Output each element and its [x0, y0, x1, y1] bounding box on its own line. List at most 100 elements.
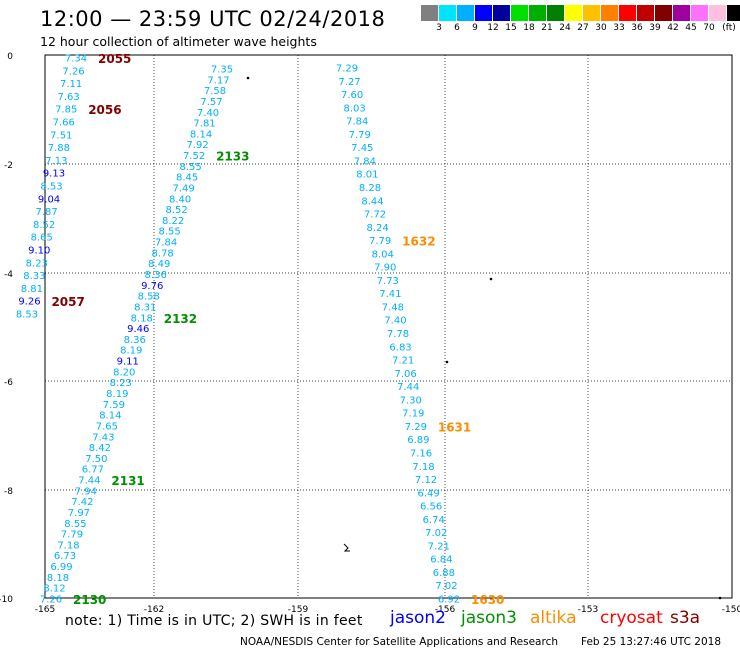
x-tick-label: -165 — [35, 605, 55, 615]
scale-label: 27 — [577, 23, 589, 33]
scale-swatch — [673, 5, 691, 21]
wave-height-value: 7.21 — [428, 541, 450, 552]
wave-height-value: 7.16 — [410, 448, 432, 459]
pass-time-label: 2056 — [88, 103, 121, 117]
wave-height-value: 7.88 — [48, 143, 70, 154]
wave-height-value: 7.26 — [62, 66, 84, 77]
wave-height-value: 7.85 — [55, 105, 77, 116]
wave-height-value: 8.55 — [179, 162, 201, 173]
wave-height-value: 7.48 — [382, 302, 404, 313]
scale-label: 3 — [436, 23, 442, 33]
wave-height-value: 6.74 — [423, 515, 445, 526]
pass-time-label: 1631 — [438, 420, 471, 434]
wave-height-value: 7.13 — [45, 156, 67, 167]
wave-height-value: 6.92 — [438, 595, 460, 606]
wave-height-value: 8.18 — [131, 313, 153, 324]
island-marker — [343, 543, 350, 552]
wave-height-value: 7.65 — [96, 421, 118, 432]
wave-height-value: 8.78 — [152, 248, 174, 259]
wave-height-value: 7.79 — [369, 236, 391, 247]
wave-height-value: 8.58 — [138, 292, 160, 303]
wave-height-value: 8.31 — [134, 302, 156, 313]
wave-height-value: 7.90 — [374, 263, 396, 274]
scale-swatch — [601, 5, 619, 21]
wave-height-value: 7.45 — [351, 143, 373, 154]
scale-label: 33 — [613, 23, 625, 33]
page-title: 12:00 — 23:59 UTC 02/24/2018 — [40, 7, 386, 31]
wave-height-value: 7.63 — [58, 92, 80, 103]
wave-height-value: 7.81 — [193, 119, 215, 130]
wave-height-value: 7.44 — [78, 476, 100, 487]
wave-height-value: 6.56 — [420, 502, 442, 513]
wave-height-value: 8.14 — [190, 129, 212, 140]
scale-label: 39 — [649, 23, 661, 33]
scale-swatch — [421, 5, 439, 21]
wave-height-value: 7.40 — [197, 108, 219, 119]
wave-height-value: 7.84 — [354, 156, 376, 167]
footnote: note: 1) Time is in UTC; 2) SWH is in fe… — [65, 613, 363, 629]
wave-height-value: 7.11 — [60, 79, 82, 90]
wave-height-value: 7.94 — [75, 486, 97, 497]
wave-height-value: 6.99 — [50, 562, 72, 573]
wave-height-value: 7.12 — [415, 475, 437, 486]
wave-height-value: 7.60 — [341, 90, 363, 101]
wave-height-value: 9.11 — [117, 357, 139, 368]
y-tick-label: -4 — [4, 270, 13, 280]
pass-time-label: 2130 — [73, 593, 106, 607]
wave-height-value: 8.36 — [124, 335, 146, 346]
scale-swatch — [547, 5, 565, 21]
wave-height-value: 7.59 — [103, 400, 125, 411]
pass-time-label: 2131 — [111, 474, 144, 488]
wave-height-value: 7.50 — [85, 454, 107, 465]
wave-height-value: 8.55 — [159, 227, 181, 238]
scale-label: 21 — [541, 23, 553, 33]
pass-time-label: 1630 — [471, 593, 504, 607]
wave-height-value: 7.29 — [336, 64, 358, 75]
wave-height-value: 7.79 — [61, 530, 83, 541]
wave-height-value: 8.44 — [361, 196, 383, 207]
scale-label: 30 — [595, 23, 607, 33]
wave-height-value: 7.02 — [425, 528, 447, 539]
scale-swatch — [655, 5, 673, 21]
satellite-legend-cryosat: cryosat — [600, 608, 663, 628]
wave-height-value: 7.06 — [395, 369, 417, 380]
satellite-legend-jason3: jason3 — [461, 608, 517, 628]
wave-height-value: 6.77 — [82, 465, 104, 476]
y-tick-label: -8 — [4, 487, 13, 497]
wave-height-value: 7.66 — [53, 118, 75, 129]
wave-height-value: 7.42 — [71, 497, 93, 508]
scale-swatch — [529, 5, 547, 21]
wave-height-value: 8.81 — [21, 284, 43, 295]
footer-credit: NOAA/NESDIS Center for Satellite Applica… — [240, 636, 558, 648]
scale-swatch — [439, 5, 457, 21]
scale-swatch — [709, 5, 727, 21]
wave-height-value: 8.40 — [169, 194, 191, 205]
wave-height-value: 7.84 — [346, 117, 368, 128]
wave-height-value: 8.53 — [16, 310, 38, 321]
wave-height-value: 6.83 — [389, 342, 411, 353]
x-tick-label: -150 — [722, 605, 740, 615]
wave-height-value: 9.10 — [28, 246, 50, 257]
wave-height-value: 9.76 — [141, 281, 163, 292]
y-tick-label: -10 — [0, 595, 13, 605]
color-scale-labels: 3 6 9 12 15 18 21 24 27 30 33 36 39 42 45 70 (ft) — [421, 23, 740, 33]
scale-label: 24 — [559, 23, 571, 33]
wave-height-value: 8.22 — [162, 216, 184, 227]
wave-height-value: 6.73 — [54, 551, 76, 562]
wave-height-value: 8.65 — [31, 233, 53, 244]
wave-height-value: 7.43 — [92, 432, 114, 443]
wave-height-value: 8.18 — [47, 573, 69, 584]
wave-height-value: 7.97 — [68, 508, 90, 519]
wave-height-value: 7.49 — [172, 183, 194, 194]
wave-height-value: 6.84 — [430, 555, 452, 566]
wave-height-value: 8.36 — [145, 270, 167, 281]
scale-label: 6 — [454, 23, 460, 33]
wave-height-value: 7.84 — [155, 238, 177, 249]
scale-unit: (ft) — [722, 23, 736, 33]
pass-time-label: 2057 — [51, 295, 84, 309]
wave-height-value: 7.35 — [211, 65, 233, 76]
scale-label: 42 — [667, 23, 679, 33]
wave-height-value: 8.19 — [106, 389, 128, 400]
scale-swatch — [583, 5, 601, 21]
